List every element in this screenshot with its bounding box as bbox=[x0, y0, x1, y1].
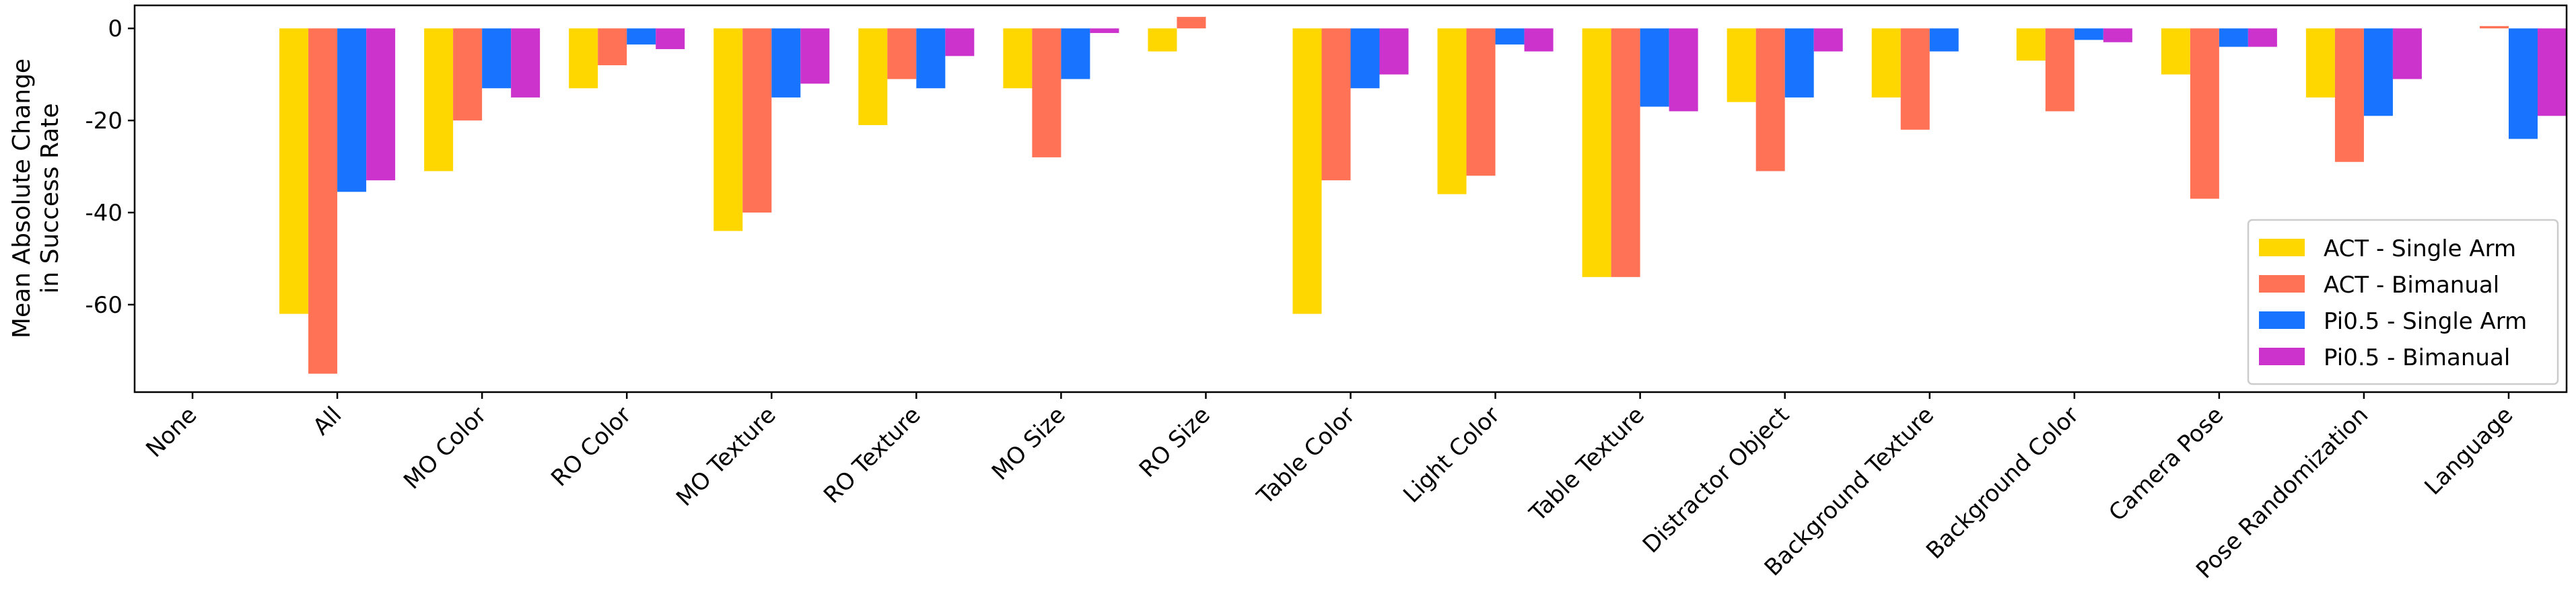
bar-act-bimanual-background-texture bbox=[1900, 28, 1930, 130]
bar-pi0-5-bimanual-table-color bbox=[1379, 28, 1409, 75]
bar-pi0-5-bimanual-table-texture bbox=[1669, 28, 1698, 112]
bar-act-bimanual-ro-color bbox=[598, 28, 627, 65]
bar-pi0-5-single-arm-mo-color bbox=[482, 28, 512, 89]
bar-act-single-arm-all bbox=[279, 28, 309, 314]
bar-act-bimanual-light-color bbox=[1466, 28, 1496, 176]
bar-act-bimanual-language bbox=[2479, 26, 2509, 29]
bar-act-single-arm-table-color bbox=[1292, 28, 1322, 314]
bar-pi0-5-single-arm-language bbox=[2508, 28, 2538, 139]
y-axis: 0 -20 -40 -60 bbox=[85, 15, 135, 319]
bar-act-bimanual-mo-color bbox=[453, 28, 483, 121]
bar-act-bimanual-distractor-object bbox=[1755, 28, 1785, 172]
bar-act-single-arm-background-texture bbox=[1871, 28, 1901, 98]
bar-act-bimanual-camera-pose bbox=[2190, 28, 2219, 199]
bar-pi0-5-single-arm-background-color bbox=[2074, 28, 2103, 40]
plot-area bbox=[133, 4, 2568, 393]
bar-act-bimanual-pose-randomization bbox=[2334, 28, 2364, 162]
bar-pi0-5-bimanual-mo-color bbox=[511, 28, 541, 98]
x-tick-label: Light Color bbox=[1398, 402, 1505, 508]
x-tick-label: None bbox=[141, 402, 202, 463]
bar-pi0-5-bimanual-pose-randomization bbox=[2392, 28, 2422, 79]
x-tick-label: Table Color bbox=[1251, 402, 1360, 510]
legend-swatch-pi0-5-bimanual bbox=[2259, 348, 2305, 365]
x-tick-label: Distractor Object bbox=[1638, 402, 1795, 558]
y-tick-label: -20 bbox=[85, 108, 123, 135]
bar-pi0-5-bimanual-mo-texture bbox=[800, 28, 830, 84]
bar-act-single-arm-ro-color bbox=[569, 28, 598, 89]
bar-act-single-arm-camera-pose bbox=[2161, 28, 2190, 75]
bar-pi0-5-single-arm-table-color bbox=[1350, 28, 1380, 89]
x-tick-label: All bbox=[308, 402, 347, 441]
x-axis: None All MO Color RO Color MO Texture RO Text… bbox=[141, 392, 2518, 584]
bar-act-bimanual-mo-texture bbox=[742, 28, 772, 213]
bar-pi0-5-single-arm-all bbox=[337, 28, 367, 192]
bar-pi0-5-bimanual-background-color bbox=[2103, 28, 2132, 42]
x-tick-label: MO Texture bbox=[671, 402, 781, 512]
bar-act-bimanual-table-texture bbox=[1611, 28, 1640, 277]
x-tick-label: Camera Pose bbox=[2103, 402, 2229, 527]
bar-act-bimanual-table-color bbox=[1321, 28, 1351, 181]
bar-act-bimanual-ro-size bbox=[1177, 17, 1206, 29]
bar-act-single-arm-table-texture bbox=[1582, 28, 1611, 277]
bar-pi0-5-single-arm-ro-color bbox=[627, 28, 656, 45]
x-tick-label: RO Size bbox=[1134, 402, 1216, 483]
x-tick-label: Table Texture bbox=[1524, 402, 1650, 527]
x-tick-label: RO Texture bbox=[819, 402, 926, 509]
bar-act-bimanual-background-color bbox=[2045, 28, 2075, 112]
y-tick-label: 0 bbox=[108, 15, 123, 42]
bar-pi0-5-single-arm-ro-texture bbox=[916, 28, 946, 89]
bar-act-single-arm-ro-size bbox=[1148, 28, 1177, 52]
bar-act-bimanual-ro-texture bbox=[887, 28, 917, 79]
bar-pi0-5-single-arm-background-texture bbox=[1929, 28, 1959, 52]
bar-pi0-5-single-arm-pose-randomization bbox=[2363, 28, 2393, 116]
y-axis-title-line-1: Mean Absolute Change bbox=[8, 59, 36, 338]
bar-pi0-5-bimanual-distractor-object bbox=[1813, 28, 1843, 52]
legend-label-act-single-arm: ACT - Single Arm bbox=[2324, 235, 2516, 262]
bar-act-single-arm-mo-color bbox=[424, 28, 454, 172]
bar-pi0-5-single-arm-table-texture bbox=[1640, 28, 1669, 107]
bar-pi0-5-single-arm-mo-texture bbox=[771, 28, 801, 98]
bar-pi0-5-bimanual-camera-pose bbox=[2248, 28, 2277, 47]
legend-label-act-bimanual: ACT - Bimanual bbox=[2324, 272, 2499, 299]
bar-pi0-5-bimanual-mo-size bbox=[1090, 28, 1119, 34]
legend-swatch-pi0-5-single-arm bbox=[2259, 311, 2305, 329]
bar-pi0-5-bimanual-language bbox=[2537, 28, 2567, 116]
bar-act-bimanual-all bbox=[308, 28, 338, 374]
bar-pi0-5-bimanual-light-color bbox=[1524, 28, 1554, 52]
bar-act-single-arm-ro-texture bbox=[858, 28, 888, 125]
legend: ACT - Single Arm ACT - Bimanual Pi0.5 - Si… bbox=[2247, 219, 2559, 385]
legend-swatch-act-bimanual bbox=[2259, 275, 2305, 293]
x-tick-label: MO Size bbox=[987, 402, 1071, 486]
bar-pi0-5-single-arm-camera-pose bbox=[2219, 28, 2248, 47]
bar-act-single-arm-mo-size bbox=[1003, 28, 1033, 89]
legend-frame bbox=[2247, 219, 2559, 385]
bar-act-single-arm-distractor-object bbox=[1727, 28, 1756, 102]
bar-act-single-arm-mo-texture bbox=[713, 28, 743, 231]
x-tick-label: Background Color bbox=[1921, 402, 2084, 564]
bar-pi0-5-single-arm-mo-size bbox=[1061, 28, 1090, 79]
y-tick-label: -40 bbox=[85, 200, 123, 227]
x-tick-label: Language bbox=[2419, 402, 2518, 500]
legend-swatch-act-single-arm bbox=[2259, 239, 2305, 256]
bar-act-bimanual-mo-size bbox=[1032, 28, 1061, 157]
x-tick-label: RO Color bbox=[546, 402, 636, 492]
y-axis-title: Mean Absolute Change in Success Rate bbox=[8, 59, 64, 338]
legend-label-pi0-5-bimanual: Pi0.5 - Bimanual bbox=[2324, 344, 2510, 371]
bar-pi0-5-single-arm-distractor-object bbox=[1784, 28, 1814, 98]
legend-label-pi0-5-single-arm: Pi0.5 - Single Arm bbox=[2324, 308, 2527, 335]
x-tick-label: MO Color bbox=[398, 402, 491, 494]
bar-act-single-arm-pose-randomization bbox=[2305, 28, 2335, 98]
y-tick-label: -60 bbox=[85, 292, 123, 319]
bar-pi0-5-bimanual-all bbox=[366, 28, 396, 181]
bar-act-single-arm-light-color bbox=[1437, 28, 1467, 194]
bar-pi0-5-single-arm-light-color bbox=[1495, 28, 1525, 45]
bar-pi0-5-bimanual-ro-texture bbox=[945, 28, 975, 56]
y-axis-title-line-2: in Success Rate bbox=[36, 103, 64, 293]
bar-act-single-arm-background-color bbox=[2016, 28, 2046, 61]
bar-pi0-5-bimanual-ro-color bbox=[656, 28, 685, 50]
